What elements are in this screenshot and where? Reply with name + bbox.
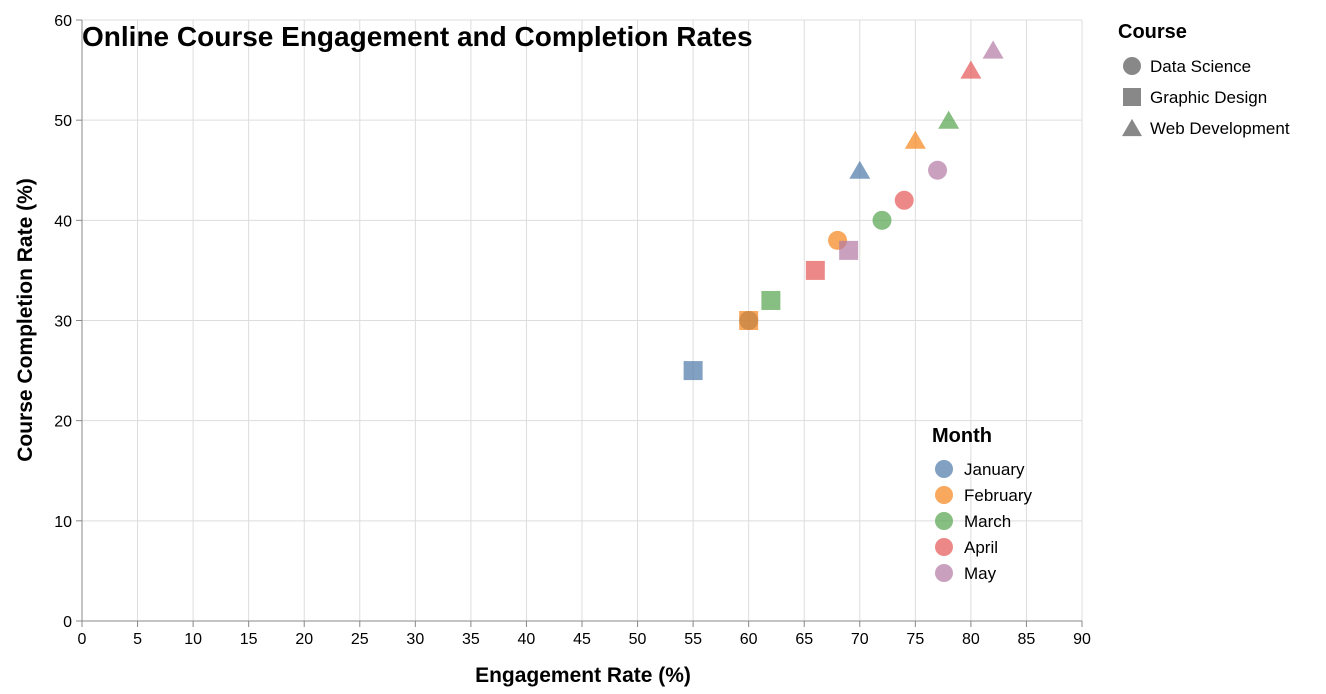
y-tick-label: 30 — [54, 314, 72, 331]
x-tick-label: 45 — [573, 631, 591, 648]
x-axis-title: Engagement Rate (%) — [475, 664, 691, 687]
x-tick-label: 40 — [518, 631, 536, 648]
legend-month-swatch — [935, 512, 953, 530]
data-point: Graphic Design / February — [739, 311, 759, 330]
data-point: Web Development / February — [904, 130, 926, 149]
legend-month-swatch — [935, 460, 953, 478]
legend-course: Course Data Science Graphic Design Web Dev… — [1118, 21, 1290, 138]
x-tick-label: 15 — [240, 631, 258, 648]
legend-month-label: January — [964, 460, 1025, 479]
x-tick-label: 55 — [684, 631, 702, 648]
y-tick-label: 10 — [54, 514, 72, 531]
legend-course-symbol — [1123, 88, 1141, 106]
data-point: Data Science / May — [928, 160, 948, 180]
data-point: Data Science / March — [872, 210, 892, 230]
legend-month-label: March — [964, 512, 1011, 531]
x-tick-label: 10 — [184, 631, 202, 648]
x-tick-label: 20 — [295, 631, 313, 648]
grid — [81, 19, 1083, 622]
legend-month-swatch — [935, 564, 953, 582]
data-point: Web Development / May — [982, 40, 1004, 59]
chart-title: Online Course Engagement and Completion … — [82, 21, 753, 52]
x-tick-label: 0 — [78, 631, 87, 648]
x-tick-label: 30 — [406, 631, 424, 648]
x-tick-label: 35 — [462, 631, 480, 648]
x-tick-label: 5 — [133, 631, 142, 648]
y-tick-label: 0 — [63, 614, 72, 631]
legend-month-label: April — [964, 538, 998, 557]
data-point: Web Development / April — [960, 60, 982, 79]
data-point: Graphic Design / April — [805, 260, 825, 280]
x-tick-label: 80 — [962, 631, 980, 648]
y-tick-label: 20 — [54, 414, 72, 431]
legend-month-swatch — [935, 486, 953, 504]
data-points: Data Science / JanuaryData Science / Feb… — [683, 40, 1004, 381]
x-tick-label: 65 — [795, 631, 813, 648]
x-tick-label: 60 — [740, 631, 758, 648]
data-point: Graphic Design / May — [839, 240, 859, 260]
legend-month-title: Month — [932, 425, 992, 447]
legend-month-label: February — [964, 486, 1033, 505]
legend-month-label: May — [964, 564, 997, 583]
legend-course-label: Graphic Design — [1150, 88, 1267, 107]
data-point: Web Development / March — [938, 110, 960, 129]
legend-course-label: Web Development — [1150, 119, 1290, 138]
x-tick-label: 25 — [351, 631, 369, 648]
data-point: Web Development / January — [849, 160, 871, 179]
y-tick-label: 40 — [54, 213, 72, 230]
data-point: Graphic Design / January — [683, 361, 703, 381]
legend-month-swatch — [935, 538, 953, 556]
x-tick-label: 85 — [1018, 631, 1036, 648]
legend-course-label: Data Science — [1150, 57, 1251, 76]
x-tick-label: 90 — [1073, 631, 1091, 648]
x-tick-label: 75 — [906, 631, 924, 648]
legend-month: Month January February March April May — [932, 425, 1033, 583]
legend-course-title: Course — [1118, 21, 1187, 43]
data-point: Data Science / April — [894, 190, 914, 210]
legend-course-symbol — [1123, 57, 1141, 75]
legend-course-symbol — [1122, 118, 1142, 137]
y-axis-title: Course Completion Rate (%) — [14, 178, 37, 462]
data-point: Graphic Design / March — [761, 290, 781, 310]
y-tick-label: 50 — [54, 113, 72, 130]
x-tick-label: 70 — [851, 631, 869, 648]
axes: 0 5 10 15 20 25 30 35 40 45 50 55 60 65 70 75 80 85 90 0 10 2… — [54, 13, 1091, 648]
y-tick-label: 60 — [54, 13, 72, 30]
x-tick-label: 50 — [629, 631, 647, 648]
